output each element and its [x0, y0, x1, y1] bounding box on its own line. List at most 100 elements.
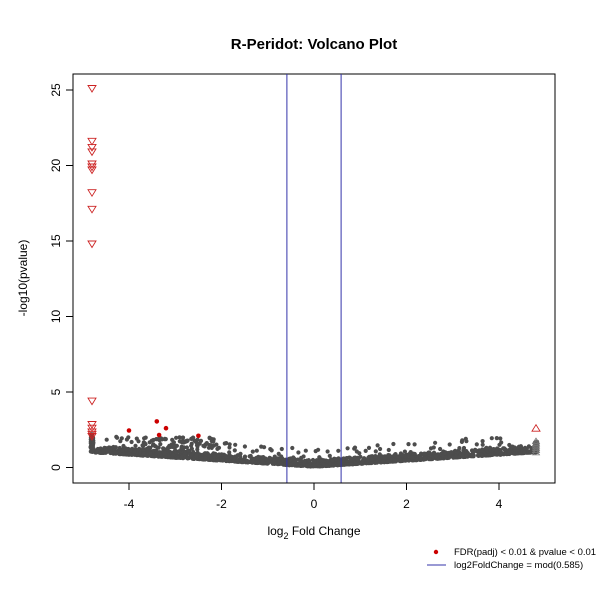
data-point	[260, 459, 265, 464]
data-point	[118, 439, 123, 444]
data-point	[317, 455, 322, 460]
data-point	[179, 454, 184, 459]
data-point	[98, 450, 103, 455]
data-point	[336, 460, 342, 465]
data-point	[447, 442, 452, 447]
data-point	[312, 463, 317, 468]
data-point	[204, 441, 209, 446]
data-point	[186, 448, 191, 453]
data-point	[303, 448, 308, 453]
data-point	[442, 451, 447, 457]
data-point	[296, 450, 301, 455]
significant-point	[196, 433, 201, 439]
data-point	[197, 441, 202, 446]
data-point	[487, 445, 493, 450]
data-point	[170, 444, 175, 449]
data-point	[132, 449, 137, 454]
data-point	[342, 462, 347, 467]
y-tick-label: 0	[49, 464, 63, 471]
data-point	[358, 454, 363, 459]
data-point	[180, 435, 185, 440]
data-point	[375, 459, 380, 464]
data-point	[227, 442, 232, 447]
data-point	[292, 459, 297, 464]
data-point	[487, 452, 493, 458]
data-point	[410, 455, 415, 460]
x-axis-label-rest: Fold Change	[288, 524, 360, 538]
data-point	[232, 448, 237, 453]
data-point	[392, 458, 397, 464]
data-point	[141, 451, 146, 456]
data-point	[377, 452, 382, 457]
data-point	[189, 453, 194, 458]
data-point	[238, 451, 243, 456]
clipped-up-triangle-gray	[531, 444, 541, 451]
data-point	[518, 444, 524, 449]
data-point	[215, 453, 220, 458]
x-axis-label: log2 Fold Change	[267, 524, 360, 541]
data-point	[191, 435, 196, 440]
clipped-up-triangle	[531, 423, 541, 432]
data-point	[325, 449, 330, 454]
clipped-down-triangle	[87, 189, 97, 198]
clipped-down-triangle	[87, 397, 97, 406]
data-point	[238, 455, 243, 461]
data-point	[491, 447, 496, 452]
data-point	[298, 463, 303, 468]
clipped-down-triangle	[87, 85, 97, 93]
legend-item-significant: FDR(padj) < 0.01 & pvalue < 0.01	[454, 547, 596, 558]
data-point	[489, 436, 494, 441]
data-point	[319, 458, 324, 463]
data-point	[161, 446, 166, 451]
x-axis: -4 -2 0 2 4	[124, 482, 503, 511]
data-point	[272, 454, 277, 459]
data-point	[121, 452, 126, 457]
data-point	[480, 442, 485, 447]
data-point	[369, 457, 374, 462]
data-point	[194, 453, 199, 458]
data-point	[222, 441, 227, 446]
data-point	[341, 456, 346, 461]
data-point	[433, 454, 438, 459]
data-point	[464, 453, 469, 459]
x-axis-label-main: log	[267, 524, 283, 538]
clipped-up-triangle-gray	[531, 446, 541, 454]
data-point	[331, 463, 336, 468]
data-point	[402, 458, 407, 463]
data-point	[345, 446, 350, 451]
y-tick-label: 20	[49, 159, 63, 173]
data-point	[263, 457, 268, 462]
data-point	[276, 451, 281, 456]
data-point	[373, 449, 378, 454]
data-point	[156, 450, 161, 455]
data-point	[475, 453, 481, 458]
data-point	[113, 445, 118, 450]
legend-item-threshold: log2FoldChange = mod(0.585)	[454, 560, 583, 571]
data-point	[240, 460, 245, 465]
data-point	[313, 449, 318, 454]
data-point	[224, 458, 229, 463]
data-point	[288, 462, 293, 467]
data-point	[290, 445, 295, 451]
clipped-down-triangle	[87, 433, 97, 441]
data-point	[209, 456, 214, 461]
data-point	[353, 461, 358, 467]
data-point	[460, 454, 465, 459]
data-point	[148, 451, 153, 456]
data-point	[507, 442, 512, 448]
data-point	[507, 450, 512, 455]
data-point	[336, 448, 341, 453]
data-point	[447, 453, 452, 459]
clipped-down-triangle	[87, 143, 97, 152]
significant-point	[154, 419, 160, 424]
data-point	[143, 442, 148, 447]
data-point	[105, 449, 110, 454]
data-point	[378, 446, 383, 452]
data-point	[522, 450, 527, 455]
data-point	[393, 452, 398, 457]
data-point	[179, 446, 184, 451]
data-point	[427, 457, 432, 462]
chart-title: R-Peridot: Volcano Plot	[231, 36, 397, 53]
